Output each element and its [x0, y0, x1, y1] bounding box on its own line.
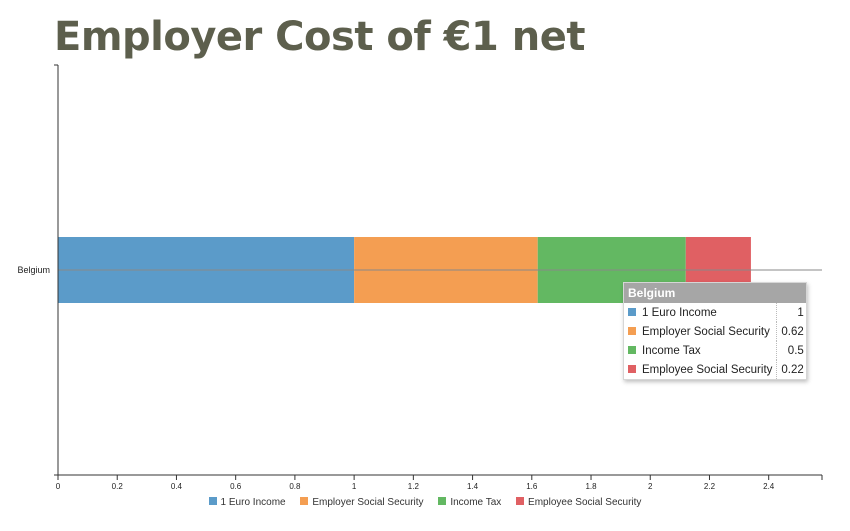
tooltip-swatch — [628, 364, 636, 373]
x-tick-label: 0.2 — [112, 482, 124, 491]
tooltip-table: 1 Euro Income 1 Employer Social Security… — [624, 303, 808, 379]
hover-tooltip: Belgium 1 Euro Income 1 Employer Social … — [623, 282, 808, 380]
x-tick-label: 0 — [56, 482, 61, 491]
tooltip-swatch — [628, 326, 636, 335]
x-tick-label: 2 — [648, 482, 653, 491]
legend-item[interactable]: Employee Social Security — [516, 497, 641, 508]
tooltip-row-value: 0.22 — [776, 360, 808, 379]
legend-swatch — [300, 497, 309, 505]
legend-item[interactable]: Employer Social Security — [300, 497, 424, 508]
tooltip-row: Income Tax 0.5 — [624, 341, 808, 360]
x-tick-label: 0.8 — [289, 482, 301, 491]
legend-swatch — [516, 497, 525, 505]
category-labels-group: Belgium — [17, 265, 50, 275]
legend-label: 1 Euro Income — [220, 497, 286, 508]
x-tick-label: 2.4 — [763, 482, 775, 491]
axes-group — [54, 64, 823, 480]
category-label: Belgium — [17, 265, 50, 275]
tooltip-row-value: 0.5 — [776, 341, 808, 360]
tooltip-row-label: Employee Social Security — [642, 363, 773, 376]
x-tick-label: 0.6 — [230, 482, 242, 491]
tooltip-row-value: 1 — [776, 303, 808, 322]
legend-label: Employer Social Security — [312, 497, 424, 508]
tooltip-swatch — [628, 307, 636, 316]
legend-label: Employee Social Security — [528, 497, 642, 508]
legend-item[interactable]: 1 Euro Income — [208, 497, 286, 508]
x-tick-label: 1.4 — [467, 482, 479, 491]
x-tick-label: 1.8 — [585, 482, 597, 491]
tooltip-swatch — [628, 345, 636, 354]
x-tick-label: 0.4 — [171, 482, 183, 491]
legend-item[interactable]: Income Tax — [438, 497, 501, 508]
x-tick-label: 1 — [352, 482, 357, 491]
tooltip-row-label: 1 Euro Income — [642, 306, 717, 319]
legend-swatch — [438, 497, 447, 505]
tooltip-row: Employer Social Security 0.62 — [624, 322, 808, 341]
x-ticks-group: 0 0.2 0.4 0.6 0.8 1 1.2 1.4 1.6 1.8 2 2.2 2.4 — [56, 475, 775, 491]
x-tick-label: 1.2 — [408, 482, 420, 491]
legend-swatch — [208, 497, 217, 505]
x-tick-label: 2.2 — [704, 482, 716, 491]
tooltip-row: Employee Social Security 0.22 — [624, 360, 808, 379]
chart-title: Employer Cost of €1 net — [54, 14, 586, 60]
x-tick-label: 1.6 — [526, 482, 538, 491]
chart-legend: 1 Euro Income Employer Social Security I… — [0, 497, 850, 508]
tooltip-row-label: Income Tax — [642, 344, 701, 357]
tooltip-row-label: Employer Social Security — [642, 325, 770, 338]
tooltip-row-value: 0.62 — [776, 322, 808, 341]
legend-label: Income Tax — [450, 497, 502, 508]
tooltip-title: Belgium — [624, 283, 806, 303]
tooltip-row: 1 Euro Income 1 — [624, 303, 808, 322]
